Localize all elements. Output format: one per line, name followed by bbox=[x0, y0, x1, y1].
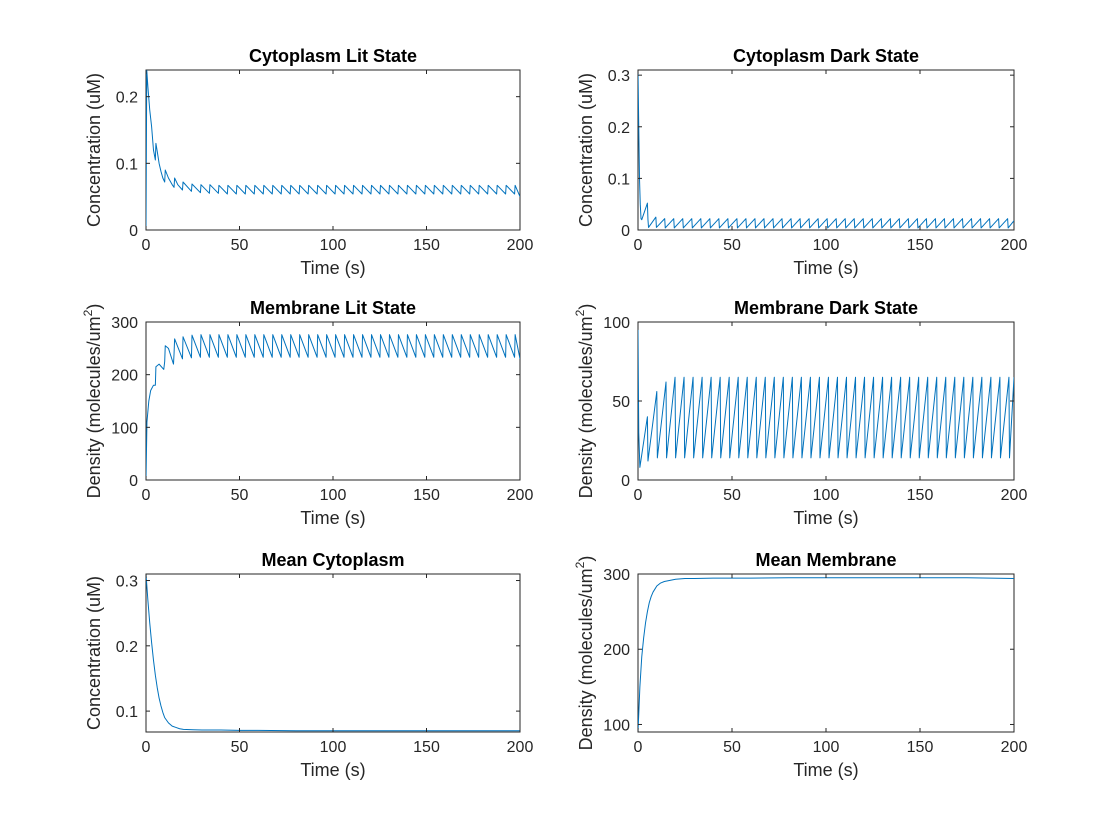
y-tick-label: 0.3 bbox=[608, 68, 630, 85]
y-tick-label: 0.3 bbox=[116, 574, 138, 591]
y-tick-label: 0.2 bbox=[608, 120, 630, 137]
x-tick-label: 150 bbox=[413, 739, 440, 756]
x-tick-label: 100 bbox=[813, 237, 840, 254]
y-tick-label: 300 bbox=[111, 315, 138, 332]
y-tick-label: 0.1 bbox=[116, 704, 138, 721]
y-tick-label: 0.2 bbox=[116, 639, 138, 656]
x-tick-label: 150 bbox=[907, 237, 934, 254]
x-tick-label: 150 bbox=[907, 739, 934, 756]
y-tick-label: 0.1 bbox=[608, 171, 630, 188]
chart-title: Mean Membrane bbox=[755, 550, 896, 570]
x-tick-label: 0 bbox=[142, 487, 151, 504]
y-tick-label: 100 bbox=[603, 315, 630, 332]
x-tick-label: 50 bbox=[723, 739, 741, 756]
x-tick-label: 100 bbox=[320, 739, 347, 756]
y-tick-label: 0.2 bbox=[116, 90, 138, 107]
x-tick-label: 50 bbox=[723, 237, 741, 254]
series-line bbox=[146, 334, 520, 480]
x-tick-label: 0 bbox=[634, 739, 643, 756]
y-tick-label: 0 bbox=[621, 223, 630, 240]
plot-area bbox=[145, 321, 521, 481]
y-tick-label: 100 bbox=[111, 420, 138, 437]
x-tick-label: 50 bbox=[231, 237, 249, 254]
x-axis-label: Time (s) bbox=[793, 760, 858, 780]
y-axis-label: Density (molecules/um2) bbox=[573, 556, 596, 751]
subplot-4: 0 50 100 150 200 0 50 100 Membrane Dark State Tim… bbox=[573, 298, 1027, 528]
y-tick-label: 200 bbox=[111, 368, 138, 385]
x-tick-label: 0 bbox=[634, 487, 643, 504]
y-axis-label: Density (molecules/um2) bbox=[81, 304, 104, 499]
y-tick-label: 100 bbox=[603, 717, 630, 734]
x-tick-label: 200 bbox=[1001, 739, 1028, 756]
subplot-5: 0 50 100 150 200 0.1 0.2 0.3 Mean Cytoplasm Time … bbox=[84, 550, 533, 780]
x-tick-label: 0 bbox=[142, 237, 151, 254]
x-axis-label: Time (s) bbox=[300, 258, 365, 278]
y-axis-label: Concentration (uM) bbox=[84, 73, 104, 227]
x-tick-label: 50 bbox=[231, 487, 249, 504]
x-tick-label: 200 bbox=[507, 739, 534, 756]
x-axis-label: Time (s) bbox=[793, 508, 858, 528]
x-tick-label: 100 bbox=[320, 487, 347, 504]
x-tick-label: 200 bbox=[507, 487, 534, 504]
x-tick-label: 150 bbox=[413, 237, 440, 254]
x-axis-label: Time (s) bbox=[793, 258, 858, 278]
subplot-6: 0 50 100 150 200 100 200 300 Mean Membrane Time (… bbox=[573, 550, 1027, 780]
x-tick-label: 200 bbox=[507, 237, 534, 254]
subplot-1: 0 50 100 150 200 0 0.1 0.2 Cytoplasm Lit State Ti… bbox=[84, 46, 533, 278]
x-tick-label: 100 bbox=[813, 487, 840, 504]
x-axis-label: Time (s) bbox=[300, 508, 365, 528]
chart-title: Membrane Dark State bbox=[734, 298, 918, 318]
series-line bbox=[638, 70, 1014, 229]
x-tick-label: 0 bbox=[634, 237, 643, 254]
y-axis-label: Concentration (uM) bbox=[84, 576, 104, 730]
y-tick-label: 0 bbox=[129, 223, 138, 240]
x-tick-label: 50 bbox=[231, 739, 249, 756]
chart-title: Cytoplasm Lit State bbox=[249, 46, 417, 66]
x-axis-label: Time (s) bbox=[300, 760, 365, 780]
y-tick-label: 0 bbox=[129, 473, 138, 490]
series-line bbox=[638, 577, 1014, 732]
x-tick-label: 200 bbox=[1001, 487, 1028, 504]
subplot-3: 0 50 100 150 200 0 100 200 300 Membrane Lit State… bbox=[81, 298, 533, 528]
chart-title: Cytoplasm Dark State bbox=[733, 46, 919, 66]
x-tick-label: 150 bbox=[413, 487, 440, 504]
subplot-2: 0 50 100 150 200 0 0.1 0.2 0.3 Cytoplasm Dark Sta… bbox=[576, 46, 1027, 278]
x-tick-label: 100 bbox=[813, 739, 840, 756]
chart-title: Membrane Lit State bbox=[250, 298, 416, 318]
x-tick-label: 100 bbox=[320, 237, 347, 254]
plot-area bbox=[145, 69, 521, 231]
series-line bbox=[638, 329, 1014, 468]
y-tick-label: 0 bbox=[621, 473, 630, 490]
y-tick-label: 200 bbox=[603, 642, 630, 659]
y-tick-label: 50 bbox=[612, 394, 630, 411]
x-tick-label: 0 bbox=[142, 739, 151, 756]
chart-title: Mean Cytoplasm bbox=[261, 550, 404, 570]
plot-area bbox=[637, 69, 1015, 231]
y-axis-label: Concentration (uM) bbox=[576, 73, 596, 227]
series-line bbox=[146, 574, 520, 732]
y-tick-label: 300 bbox=[603, 567, 630, 584]
y-tick-label: 0.1 bbox=[116, 156, 138, 173]
y-axis-label: Density (molecules/um2) bbox=[573, 304, 596, 499]
plot-area bbox=[145, 573, 521, 733]
x-tick-label: 150 bbox=[907, 487, 934, 504]
plot-area bbox=[637, 573, 1015, 733]
x-tick-label: 50 bbox=[723, 487, 741, 504]
x-tick-label: 200 bbox=[1001, 237, 1028, 254]
series-line bbox=[146, 70, 520, 230]
